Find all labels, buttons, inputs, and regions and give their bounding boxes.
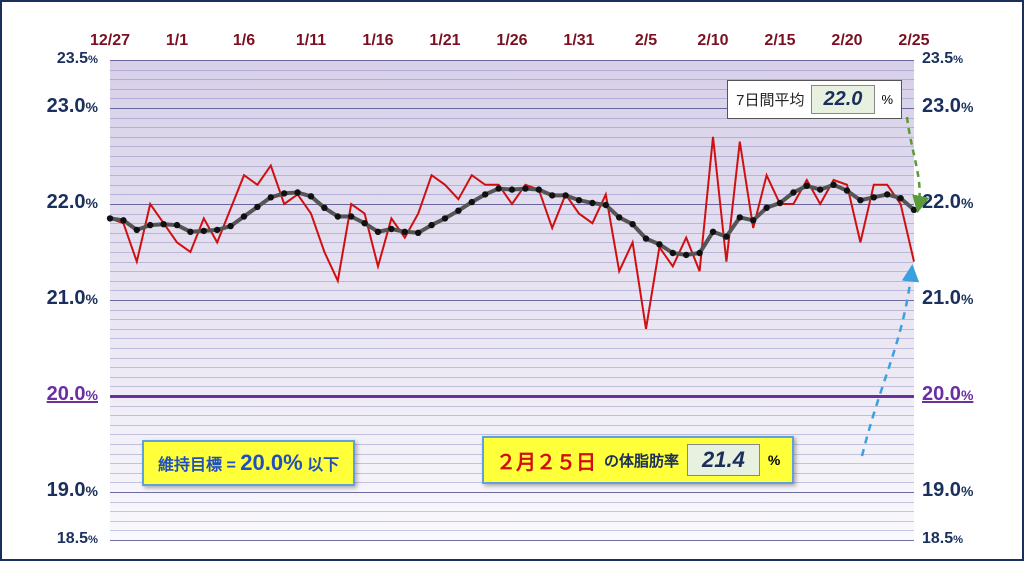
avg-marker [174, 222, 180, 228]
avg-marker [696, 250, 702, 256]
avg-marker [160, 221, 166, 227]
avg-marker [335, 213, 341, 219]
avg-marker [522, 185, 528, 191]
avg-marker [616, 214, 622, 220]
avg-marker [402, 229, 408, 235]
avg-marker [897, 195, 903, 201]
avg-marker [629, 221, 635, 227]
avg-marker [254, 204, 260, 210]
avg-marker [268, 194, 274, 200]
avg-marker [562, 192, 568, 198]
avg-marker [857, 197, 863, 203]
avg-marker [241, 213, 247, 219]
avg-marker [214, 227, 220, 233]
avg-marker [683, 252, 689, 258]
avg-marker [428, 222, 434, 228]
avg-label: 7日間平均 [736, 89, 804, 110]
goal-suffix: 以下 [307, 457, 339, 474]
avg-unit: % [881, 92, 893, 107]
avg-marker [750, 217, 756, 223]
avg-marker [187, 229, 193, 235]
value-callout-arrow [862, 268, 912, 456]
avg-marker [656, 241, 662, 247]
avg-marker [107, 215, 113, 221]
avg-marker [576, 197, 582, 203]
avg-marker [495, 185, 501, 191]
avg-marker [361, 220, 367, 226]
avg-marker [134, 227, 140, 233]
avg-marker [777, 200, 783, 206]
avg-marker [884, 191, 890, 197]
avg-callout-arrow [907, 117, 920, 210]
avg-marker [147, 222, 153, 228]
avg-marker [790, 189, 796, 195]
avg-value: 22.0 [811, 85, 876, 114]
avg-marker [294, 189, 300, 195]
goal-value: 20.0% [240, 450, 302, 475]
avg-marker [388, 226, 394, 232]
avg-marker [589, 200, 595, 206]
date-box: ２月２５日 の体脂肪率 21.4 % [482, 436, 794, 484]
avg-marker [415, 230, 421, 236]
avg-marker [348, 213, 354, 219]
avg-marker [509, 186, 515, 192]
avg-marker [227, 223, 233, 229]
date-unit: % [768, 452, 780, 468]
avg-marker [549, 192, 555, 198]
date-text: の体脂肪率 [604, 450, 679, 471]
goal-prefix: 維持目標 = [158, 457, 240, 474]
avg-marker [442, 215, 448, 221]
goal-box: 維持目標 = 20.0% 以下 [142, 440, 355, 486]
avg-marker [804, 183, 810, 189]
avg-marker [482, 191, 488, 197]
avg-marker [723, 233, 729, 239]
avg-marker [536, 186, 542, 192]
date-label: ２月２５日 [496, 446, 596, 475]
avg-marker [763, 205, 769, 211]
daily-line [110, 137, 914, 329]
date-value: 21.4 [687, 444, 760, 476]
avg-marker [871, 194, 877, 200]
avg-marker [844, 187, 850, 193]
avg-marker [375, 229, 381, 235]
avg-box: 7日間平均 22.0 % [727, 80, 902, 119]
avg-marker [455, 208, 461, 214]
avg-marker [643, 235, 649, 241]
avg-marker [308, 193, 314, 199]
avg-marker [321, 205, 327, 211]
avg-marker [710, 229, 716, 235]
avg-marker [281, 190, 287, 196]
avg-marker [737, 214, 743, 220]
avg-marker [603, 202, 609, 208]
avg-marker [120, 217, 126, 223]
avg-marker [670, 250, 676, 256]
avg-marker [201, 228, 207, 234]
avg-marker [830, 182, 836, 188]
avg-marker [469, 199, 475, 205]
avg-marker [817, 186, 823, 192]
avg-marker [911, 207, 917, 213]
chart-frame: 18.5%18.5%19.0%19.0%20.0%20.0%21.0%21.0%… [0, 0, 1024, 561]
